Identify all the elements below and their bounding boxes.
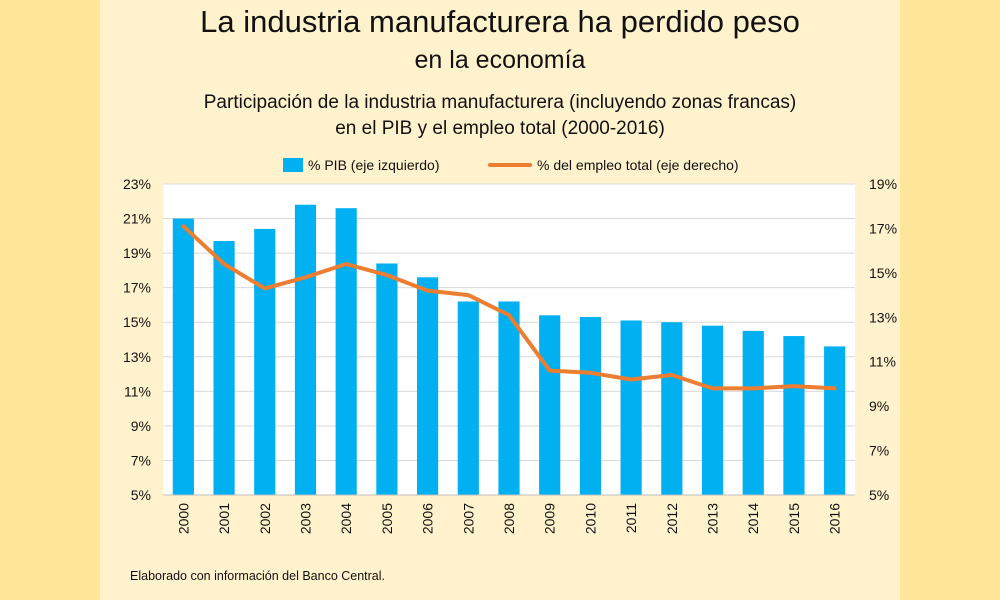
legend-bar-swatch (283, 158, 303, 172)
chart-title: La industria manufacturera ha perdido pe… (200, 4, 800, 39)
right-tick-label: 19% (869, 176, 897, 192)
source-note: Elaborado con información del Banco Cent… (130, 569, 386, 583)
x-tick-label: 2006 (420, 503, 436, 534)
chart-subtitle: Participación de la industria manufactur… (203, 92, 797, 113)
left-tick-label: 21% (123, 211, 151, 227)
x-tick-label: 2008 (501, 503, 517, 534)
bar (335, 208, 357, 495)
bar (824, 346, 846, 495)
legend-line-label: % del empleo total (eje derecho) (537, 157, 739, 173)
left-tick-label: 5% (131, 487, 151, 503)
x-tick-label: 2016 (827, 503, 843, 534)
x-tick-label: 2014 (745, 503, 761, 534)
bar (213, 241, 235, 495)
x-tick-label: 2004 (338, 503, 354, 534)
chart-title-line2: en la economía (414, 46, 586, 74)
left-tick-label: 17% (123, 280, 151, 296)
right-tick-label: 9% (869, 398, 889, 414)
employment-line (181, 224, 837, 391)
right-tick-label: 5% (869, 487, 889, 503)
left-tick-label: 11% (124, 383, 151, 399)
bar (457, 301, 479, 495)
right-tick-label: 15% (869, 265, 897, 281)
left-tick-label: 15% (123, 314, 151, 330)
x-tick-label: 2007 (460, 503, 476, 534)
bar (539, 315, 561, 495)
right-tick-label: 11% (869, 354, 896, 370)
left-tick-label: 7% (131, 452, 151, 468)
legend-bar-label: % PIB (eje izquierdo) (308, 157, 440, 173)
left-tick-label: 13% (123, 349, 151, 365)
bar (294, 204, 317, 495)
bar-series (172, 204, 846, 496)
x-tick-label: 2009 (542, 503, 558, 534)
bar (254, 228, 276, 495)
x-tick-label: 2012 (664, 503, 680, 534)
x-tick-label: 2015 (786, 503, 802, 534)
x-tick-label: 2005 (379, 503, 395, 534)
bar (579, 317, 601, 495)
x-axis: 2000 2001 2002 2003 2004 2005 2006 2007 2008 2009… (163, 494, 855, 534)
legend: % PIB (eje izquierdo) % del empleo total … (283, 157, 739, 173)
left-tick-label: 9% (131, 418, 151, 434)
x-tick-label: 2002 (257, 503, 273, 534)
right-tick-label: 13% (869, 309, 897, 325)
bar (701, 325, 724, 495)
x-tick-label: 2011 (623, 503, 639, 533)
bar (376, 263, 398, 495)
bar (742, 330, 764, 495)
right-axis: 5% 7% 9% 11% 13% 15% 17% 19% (869, 176, 897, 503)
chart-subtitle-line2: en el PIB y el empleo total (2000-2016) (335, 118, 665, 139)
x-tick-label: 2000 (175, 503, 191, 534)
bar (661, 322, 683, 495)
bar (417, 277, 439, 495)
x-tick-label: 2013 (705, 503, 721, 534)
bar (498, 301, 520, 495)
x-tick-label: 2003 (297, 503, 313, 534)
right-tick-label: 7% (869, 443, 889, 459)
left-axis: 5% 7% 9% 11% 13% 15% 17% 19% 21% 23% (123, 176, 151, 503)
right-tick-label: 17% (869, 220, 897, 236)
x-tick-label: 2010 (582, 503, 598, 534)
bar (620, 320, 642, 495)
left-tick-label: 23% (123, 176, 151, 192)
line-series (181, 224, 837, 391)
bar (172, 218, 194, 496)
bar (783, 336, 805, 495)
left-tick-label: 19% (123, 245, 151, 261)
x-tick-label: 2001 (216, 503, 232, 534)
